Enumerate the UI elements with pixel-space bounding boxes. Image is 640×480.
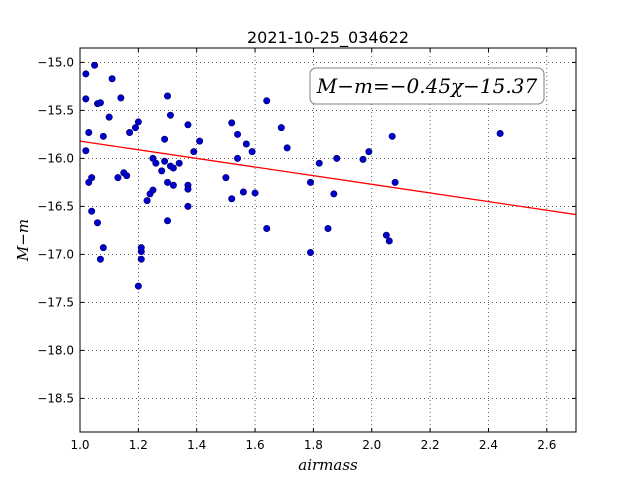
data-point xyxy=(164,178,172,186)
plot-frame xyxy=(79,47,577,433)
data-point xyxy=(137,255,145,263)
data-point xyxy=(330,190,338,198)
y-tick-label: −18.0 xyxy=(37,343,74,357)
x-tick-label: 1.0 xyxy=(70,438,89,452)
annotation-text: M−m=−0.45χ−15.37 xyxy=(316,74,538,98)
data-point xyxy=(82,70,90,78)
data-point xyxy=(385,237,393,245)
data-point xyxy=(184,121,192,129)
data-point xyxy=(137,244,145,252)
chart-title: 2021-10-25_034622 xyxy=(247,28,409,48)
data-points xyxy=(82,61,504,290)
x-tick-label: 2.0 xyxy=(362,438,381,452)
data-point xyxy=(126,128,134,136)
data-point xyxy=(88,207,96,215)
data-point xyxy=(184,185,192,193)
data-point xyxy=(228,119,236,127)
annotation-box xyxy=(309,67,545,105)
data-point xyxy=(234,130,242,138)
data-point xyxy=(166,111,174,119)
data-point xyxy=(175,159,183,167)
data-point xyxy=(324,224,332,232)
data-point xyxy=(277,124,285,132)
fit-line-group xyxy=(79,140,577,216)
data-point xyxy=(169,164,177,172)
data-point xyxy=(149,186,157,194)
y-tick-label: −17.0 xyxy=(37,247,74,261)
data-point xyxy=(222,174,230,182)
data-point xyxy=(315,159,323,167)
data-point xyxy=(496,129,504,137)
y-tick-label: −17.5 xyxy=(37,295,74,309)
data-point xyxy=(82,95,90,103)
data-point xyxy=(82,147,90,155)
y-tick-label: −16.5 xyxy=(37,199,74,213)
data-point xyxy=(283,144,291,152)
x-tick-label: 1.6 xyxy=(246,438,265,452)
y-tick-labels: −15.0 −15.5 −16.0 −16.5 −17.0 −17.5 −18.0 −18.5 xyxy=(37,55,74,405)
data-point xyxy=(131,124,139,132)
data-point xyxy=(263,97,271,105)
data-point xyxy=(164,92,172,100)
data-point xyxy=(196,137,204,145)
x-tick-labels: 1.0 1.2 1.4 1.6 1.8 2.0 2.2 2.4 2.6 xyxy=(70,438,556,452)
data-point xyxy=(134,282,142,290)
data-point xyxy=(152,159,160,167)
fit-annotation: M−m=−0.45χ−15.37 xyxy=(309,67,545,105)
axis-ticks xyxy=(79,48,576,432)
data-point xyxy=(161,157,169,165)
data-point xyxy=(333,154,341,162)
x-tick-label: 1.2 xyxy=(129,438,148,452)
y-tick-label: −15.5 xyxy=(37,103,74,117)
data-point xyxy=(94,219,102,227)
data-point xyxy=(91,61,99,69)
data-point xyxy=(108,75,116,83)
data-point xyxy=(228,195,236,203)
data-point xyxy=(117,94,125,102)
data-point xyxy=(158,167,166,175)
data-point xyxy=(242,140,250,148)
data-point xyxy=(161,135,169,143)
data-point xyxy=(248,148,256,156)
data-point xyxy=(96,99,104,107)
y-tick-label: −16.0 xyxy=(37,151,74,165)
y-axis-label: M−m xyxy=(14,219,32,262)
x-tick-label: 2.4 xyxy=(479,438,498,452)
x-axis-label: airmass xyxy=(298,456,358,474)
data-point xyxy=(190,148,198,156)
data-point xyxy=(306,248,314,256)
x-tick-label: 1.4 xyxy=(187,438,206,452)
y-tick-label: −18.5 xyxy=(37,391,74,405)
data-point xyxy=(234,154,242,162)
x-tick-label: 2.6 xyxy=(537,438,556,452)
data-point xyxy=(359,155,367,163)
data-point xyxy=(85,128,93,136)
data-point xyxy=(143,197,151,205)
data-point xyxy=(365,148,373,156)
x-tick-label: 1.8 xyxy=(304,438,323,452)
x-tick-label: 2.2 xyxy=(421,438,440,452)
data-point xyxy=(88,174,96,182)
y-tick-label: −15.0 xyxy=(37,55,74,69)
data-point xyxy=(164,217,172,225)
data-point xyxy=(123,172,131,180)
data-point xyxy=(388,132,396,140)
fit-line xyxy=(79,140,577,216)
data-point xyxy=(306,178,314,186)
data-point xyxy=(134,118,142,126)
data-point xyxy=(184,202,192,210)
data-point xyxy=(105,113,113,121)
data-point xyxy=(391,178,399,186)
data-point xyxy=(251,189,259,197)
data-point xyxy=(99,244,107,252)
grid xyxy=(80,48,576,432)
data-point xyxy=(99,132,107,140)
data-point xyxy=(382,231,390,239)
data-point xyxy=(169,181,177,189)
data-point xyxy=(114,174,122,182)
data-point xyxy=(263,224,271,232)
data-point xyxy=(239,188,247,196)
data-point xyxy=(96,255,104,263)
